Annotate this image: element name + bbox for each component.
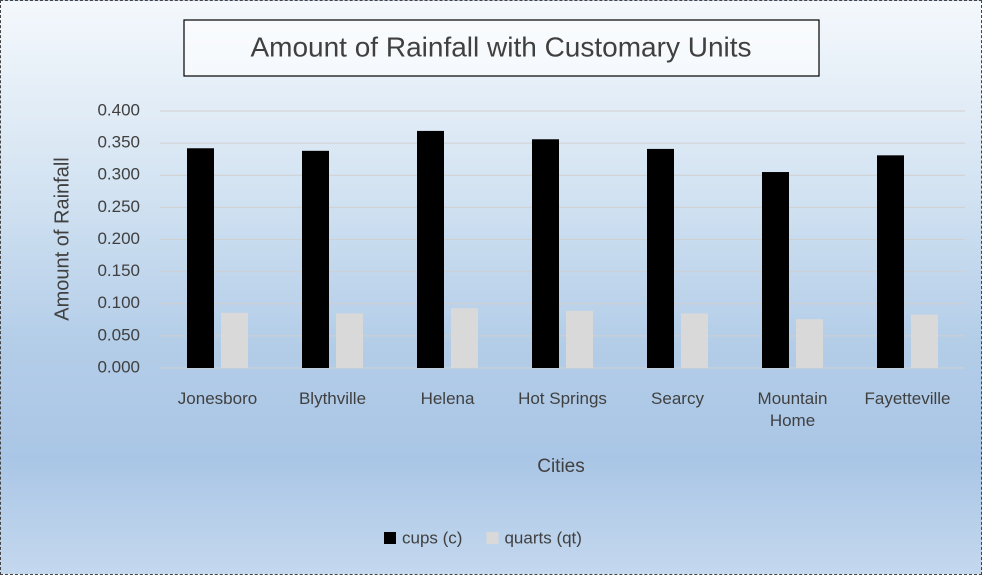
bar (336, 313, 363, 368)
y-tick-label: 0.050 (97, 325, 140, 344)
x-tick-label: Hot Springs (518, 389, 607, 408)
bar (647, 148, 674, 368)
x-tick-label: Blythville (298, 389, 367, 408)
legend-swatch (384, 532, 396, 544)
bar (417, 130, 444, 368)
bar (911, 314, 938, 368)
bar (451, 308, 478, 368)
bar (796, 319, 823, 368)
y-tick-label: 0.350 (97, 133, 140, 152)
x-tick-label: Fayetteville (864, 389, 951, 408)
y-tick-label: 0.250 (97, 197, 140, 216)
y-tick-label: 0.200 (97, 229, 140, 248)
title-box (183, 19, 820, 77)
legend-label: cups (c) (402, 528, 462, 547)
x-tick-label: Jonesboro (177, 389, 258, 408)
x-tick-label: Helena (420, 389, 475, 408)
x-tick-label: Searcy (651, 389, 704, 408)
y-tick-label: 0.150 (97, 261, 140, 280)
legend-label: quarts (qt) (504, 528, 581, 547)
x-tick-label: Mountain Home (757, 389, 828, 430)
y-tick-label: 0.000 (97, 357, 140, 376)
y-tick-label: 0.300 (97, 165, 140, 184)
bar (532, 139, 559, 368)
bar (566, 310, 593, 368)
y-tick-label: 0.100 (97, 293, 140, 312)
bar (681, 313, 708, 368)
bar (302, 150, 329, 368)
chart-title: Amount of Rainfall with Customary Units (250, 31, 751, 62)
bar (877, 155, 904, 368)
y-tick-label: 0.400 (97, 100, 140, 119)
legend-swatch (486, 532, 499, 544)
bar (187, 148, 214, 368)
bar (762, 172, 789, 368)
x-axis-label: Cities (537, 456, 585, 477)
bar (221, 312, 248, 368)
y-axis-label: Amount of Rainfall (51, 157, 73, 320)
